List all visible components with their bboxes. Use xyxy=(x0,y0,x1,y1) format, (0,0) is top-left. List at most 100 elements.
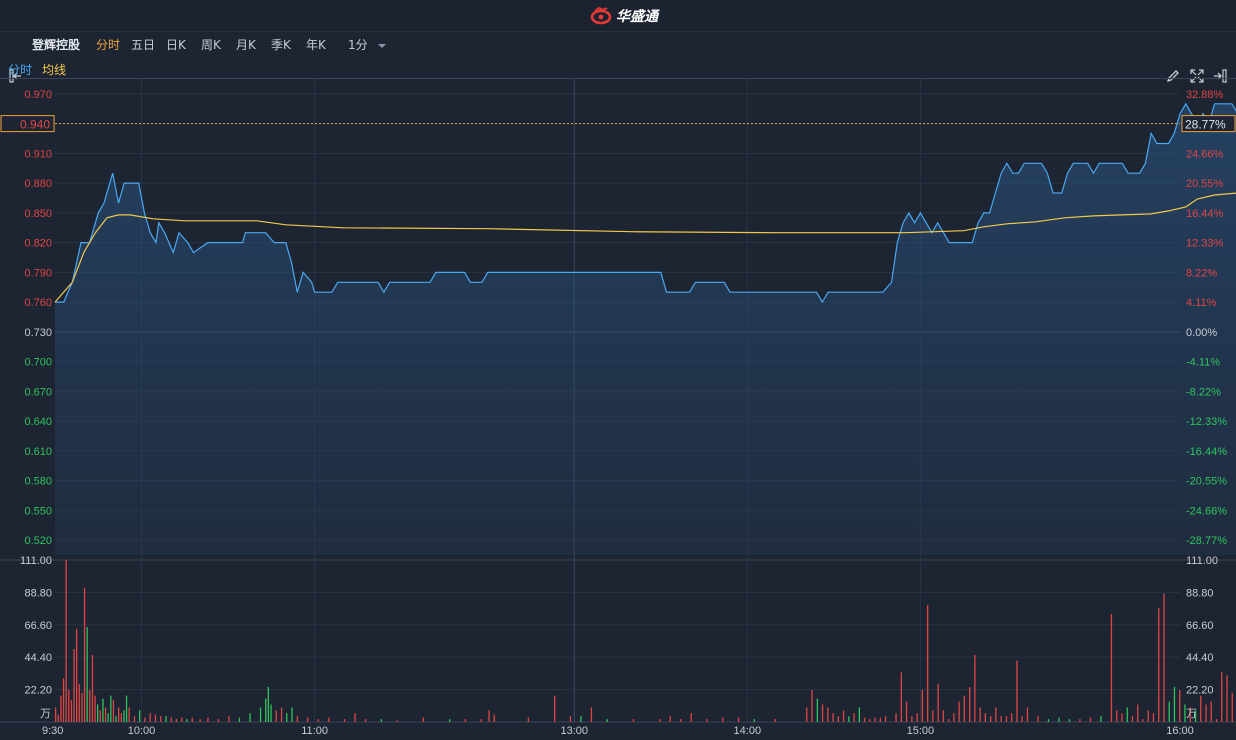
volume-bar xyxy=(1131,716,1134,722)
tab-quarterly-k[interactable]: 季K xyxy=(271,38,291,52)
pct-tick-label: 24.66% xyxy=(1186,148,1224,160)
volume-bar xyxy=(1147,710,1149,722)
price-tick-label: 0.730 xyxy=(24,327,52,339)
chart-legend-bar: 分时 均线 xyxy=(0,58,1236,79)
title-bar: 华盛通 xyxy=(0,0,1236,32)
period-toolbar: 登辉控股 分时 五日 日K 周K 月K 季K 年K 1分 xyxy=(0,32,1236,83)
tab-weekly-k[interactable]: 周K xyxy=(201,38,221,52)
brand-name: 华盛通 xyxy=(616,9,658,25)
volume-bar xyxy=(207,717,209,722)
tab-five-day[interactable]: 五日 xyxy=(131,38,156,52)
volume-bar xyxy=(57,714,59,722)
volume-tick-label-right: 88.80 xyxy=(1186,587,1214,599)
volume-bar xyxy=(554,695,556,722)
volume-bar xyxy=(1000,716,1002,722)
volume-tick-label-left: 44.40 xyxy=(24,652,52,664)
volume-bar xyxy=(1200,695,1202,722)
volume-bar xyxy=(659,719,661,722)
volume-bar xyxy=(149,713,151,722)
volume-bar xyxy=(449,719,451,722)
volume-bar xyxy=(480,719,482,722)
volume-bar xyxy=(753,719,755,722)
volume-unit-right: 万 xyxy=(1186,707,1197,720)
tab-yearly-k[interactable]: 年K xyxy=(306,38,326,52)
price-area xyxy=(55,103,1236,555)
volume-bar xyxy=(110,695,112,722)
price-tick-label: 0.910 xyxy=(24,148,52,160)
volume-bar xyxy=(900,672,902,722)
volume-bar xyxy=(1116,710,1118,722)
price-tick-label: 0.790 xyxy=(24,267,52,279)
volume-bar xyxy=(990,716,992,722)
pct-tick-label: 16.44% xyxy=(1186,208,1224,220)
pct-tick-label: -16.44% xyxy=(1186,446,1227,458)
volume-bar xyxy=(328,717,330,722)
legend-avg-line: 均线 xyxy=(42,63,67,77)
volume-bar xyxy=(921,689,923,722)
volume-tick-label-left: 66.60 xyxy=(24,620,52,632)
volume-bar xyxy=(99,710,101,722)
volume-bar xyxy=(680,719,682,722)
volume-bar xyxy=(1016,660,1018,722)
volume-bar xyxy=(65,560,67,722)
brand: 华盛通 xyxy=(590,6,658,26)
volume-bar xyxy=(979,707,981,722)
time-tick-label: 9:30 xyxy=(42,725,63,737)
volume-tick-label-right: 22.20 xyxy=(1186,685,1214,697)
pct-tick-label: 0.00% xyxy=(1186,327,1217,339)
volume-bar xyxy=(1068,719,1071,722)
volume-bar xyxy=(911,716,913,722)
price-tick-label: 0.580 xyxy=(24,476,52,488)
volume-bar xyxy=(139,710,141,722)
volume-bar xyxy=(905,701,908,722)
tab-monthly-k[interactable]: 月K xyxy=(236,38,256,52)
volume-bar xyxy=(874,717,876,722)
volume-bar xyxy=(115,716,117,722)
interval-dropdown[interactable]: 1分 xyxy=(348,36,387,53)
volume-bar xyxy=(133,716,136,722)
volume-bar xyxy=(286,713,288,722)
volume-bar xyxy=(869,719,871,722)
volume-bar xyxy=(590,707,593,722)
axis-labels: 0.970 32.88% 0.910 24.66% 0.880 20.55% 0.850 16… xyxy=(20,89,1227,737)
time-tick-label: 13:00 xyxy=(560,725,588,737)
price-tick-label: 0.520 xyxy=(24,535,52,547)
volume-bar xyxy=(78,684,80,722)
price-tick-label: 0.970 xyxy=(24,89,52,101)
volume-bar xyxy=(259,707,262,722)
pct-tick-label: 12.33% xyxy=(1186,238,1224,250)
pct-tick-label: -4.11% xyxy=(1186,357,1220,369)
volume-bar xyxy=(55,707,57,722)
volume-bar xyxy=(606,719,608,722)
volume-bar xyxy=(1089,717,1092,722)
pct-tick-label: -20.55% xyxy=(1186,476,1227,488)
price-tick-label: 0.850 xyxy=(24,208,52,220)
volume-bar xyxy=(1110,614,1113,722)
volume-bar xyxy=(1231,692,1233,722)
volume-bar xyxy=(863,717,866,722)
volume-bar xyxy=(916,713,918,722)
volume-bar xyxy=(969,687,971,722)
volume-tick-label-left: 22.20 xyxy=(24,685,52,697)
avg-line xyxy=(54,192,1236,303)
volume-bar xyxy=(488,710,490,722)
volume-bar xyxy=(1011,713,1013,722)
volume-bar xyxy=(1026,707,1029,722)
volume-bar xyxy=(1221,672,1223,722)
volume-bar xyxy=(774,719,776,722)
tab-intraday[interactable]: 分时 xyxy=(96,38,121,52)
tab-daily-k[interactable]: 日K xyxy=(166,38,186,52)
volume-bar xyxy=(853,713,855,722)
volume-bar xyxy=(144,717,146,722)
interval-label: 1分 xyxy=(348,38,368,52)
volume-bar xyxy=(102,698,104,722)
volume-bar xyxy=(690,713,692,722)
volume-bar xyxy=(422,717,424,722)
volume-bar xyxy=(963,695,965,722)
fullscreen-icon[interactable] xyxy=(1189,68,1205,84)
pct-tick-label: -28.77% xyxy=(1186,535,1227,547)
volume-bar xyxy=(181,717,183,722)
volume-bar xyxy=(160,716,162,722)
volume-tick-label-left: 88.80 xyxy=(24,587,52,599)
